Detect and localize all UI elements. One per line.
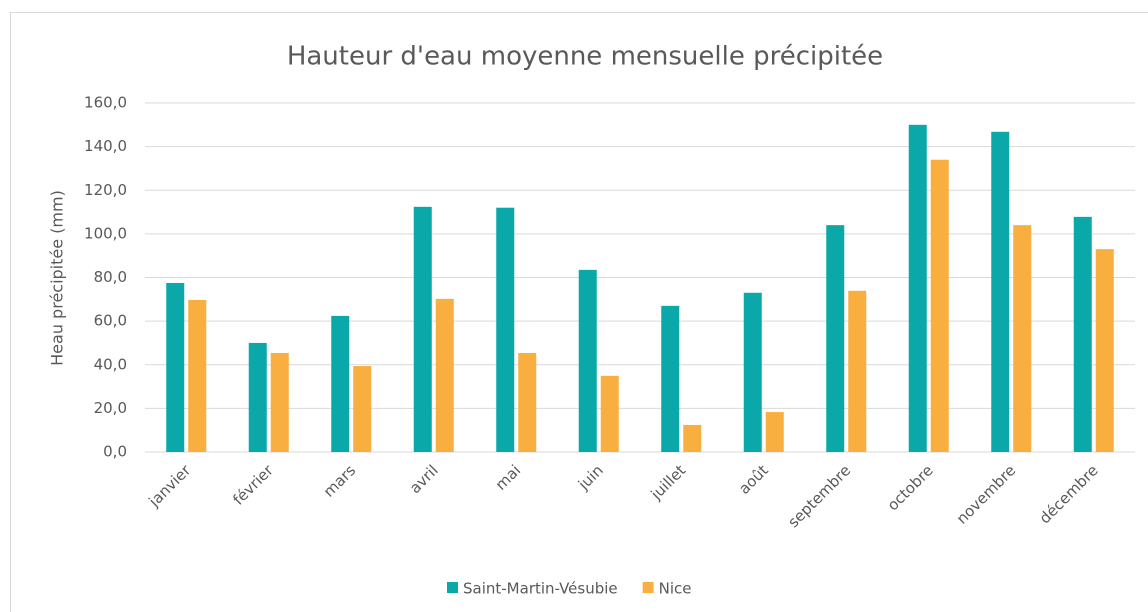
bar [1013,225,1032,452]
bar [1095,249,1114,452]
legend-label: Nice [659,580,692,598]
bar [930,159,949,452]
y-tick-label: 160,0 [84,94,127,112]
y-tick-label: 0,0 [103,443,127,461]
bar [518,352,537,452]
legend-swatch [447,582,458,593]
y-tick-label: 80,0 [94,268,127,286]
y-tick-label: 20,0 [94,399,127,417]
bar [331,315,350,452]
y-axis-label: Heau précipitée (mm) [48,190,67,366]
bar [270,352,289,452]
y-tick-label: 60,0 [94,312,127,330]
bar [1073,216,1092,452]
bar [848,290,867,452]
bar [248,342,267,452]
bar [683,424,702,452]
bar [661,305,680,452]
bar [600,375,619,452]
y-tick-label: 40,0 [94,355,127,373]
bar [413,206,432,452]
y-tick-label: 120,0 [84,181,127,199]
bar [496,207,515,452]
bar [743,292,762,452]
legend-label: Saint-Martin-Vésubie [463,580,618,598]
bar [908,124,927,452]
bar [765,412,784,452]
bar [991,131,1010,453]
bar [188,299,207,452]
bar [578,269,597,452]
y-tick-label: 140,0 [84,137,127,155]
bar [166,282,185,452]
chart-title: Hauteur d'eau moyenne mensuelle précipit… [287,42,883,72]
y-tick-label: 100,0 [84,224,127,242]
bar [353,366,372,452]
bar [435,298,454,452]
legend-swatch [642,582,654,593]
bar [826,225,845,452]
